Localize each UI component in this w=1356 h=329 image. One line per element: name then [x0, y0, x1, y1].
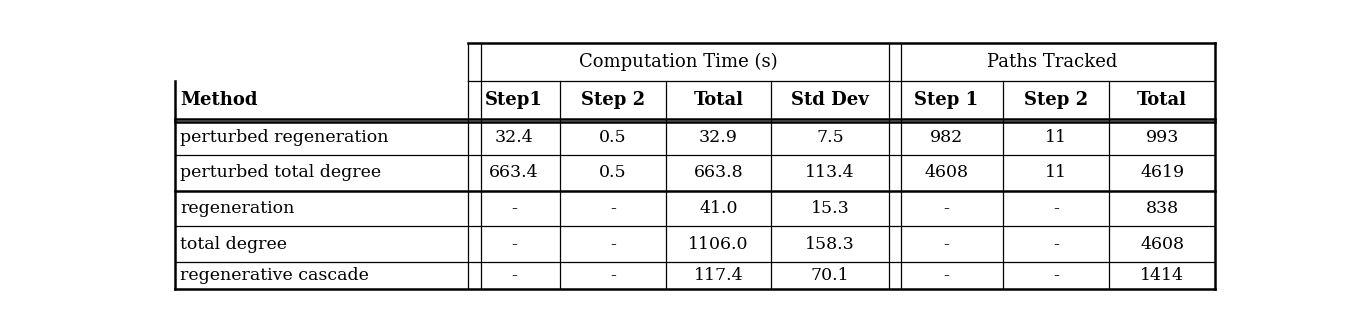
- Text: -: -: [1054, 236, 1059, 253]
- Text: 11: 11: [1045, 164, 1067, 181]
- Text: perturbed total degree: perturbed total degree: [180, 164, 381, 181]
- Text: 1414: 1414: [1140, 267, 1184, 284]
- Text: Step 1: Step 1: [914, 91, 978, 110]
- Text: perturbed regeneration: perturbed regeneration: [180, 129, 389, 146]
- Text: 158.3: 158.3: [805, 236, 856, 253]
- Text: 117.4: 117.4: [694, 267, 743, 284]
- Text: 32.4: 32.4: [495, 129, 533, 146]
- Text: 982: 982: [929, 129, 963, 146]
- Text: 113.4: 113.4: [805, 164, 854, 181]
- Text: Total: Total: [693, 91, 743, 110]
- Text: 4619: 4619: [1140, 164, 1184, 181]
- Text: regeneration: regeneration: [180, 200, 294, 217]
- Text: -: -: [944, 200, 949, 217]
- Text: Step 2: Step 2: [1024, 91, 1089, 110]
- Text: -: -: [1054, 200, 1059, 217]
- Text: Total: Total: [1138, 91, 1188, 110]
- Text: 0.5: 0.5: [599, 129, 626, 146]
- Text: -: -: [610, 267, 616, 284]
- Text: -: -: [511, 267, 517, 284]
- Text: Std Dev: Std Dev: [791, 91, 869, 110]
- Text: Method: Method: [180, 91, 258, 110]
- Text: 15.3: 15.3: [811, 200, 849, 217]
- Text: -: -: [944, 236, 949, 253]
- Text: total degree: total degree: [180, 236, 287, 253]
- Text: Paths Tracked: Paths Tracked: [987, 53, 1117, 71]
- Text: 4608: 4608: [925, 164, 968, 181]
- Text: 838: 838: [1146, 200, 1178, 217]
- Text: 11: 11: [1045, 129, 1067, 146]
- Text: 70.1: 70.1: [811, 267, 849, 284]
- Text: -: -: [610, 200, 616, 217]
- Text: 663.4: 663.4: [490, 164, 538, 181]
- Text: 993: 993: [1146, 129, 1178, 146]
- Text: 4608: 4608: [1140, 236, 1184, 253]
- Text: -: -: [1054, 267, 1059, 284]
- Text: 41.0: 41.0: [700, 200, 738, 217]
- Text: Step 2: Step 2: [580, 91, 644, 110]
- Text: 0.5: 0.5: [599, 164, 626, 181]
- Text: 1106.0: 1106.0: [689, 236, 749, 253]
- Text: 663.8: 663.8: [694, 164, 743, 181]
- Text: -: -: [511, 200, 517, 217]
- Text: Step1: Step1: [485, 91, 542, 110]
- Text: -: -: [511, 236, 517, 253]
- Text: -: -: [944, 267, 949, 284]
- Text: 32.9: 32.9: [700, 129, 738, 146]
- Text: Computation Time (s): Computation Time (s): [579, 53, 778, 71]
- Text: -: -: [610, 236, 616, 253]
- Text: regenerative cascade: regenerative cascade: [180, 267, 369, 284]
- Text: 7.5: 7.5: [816, 129, 843, 146]
